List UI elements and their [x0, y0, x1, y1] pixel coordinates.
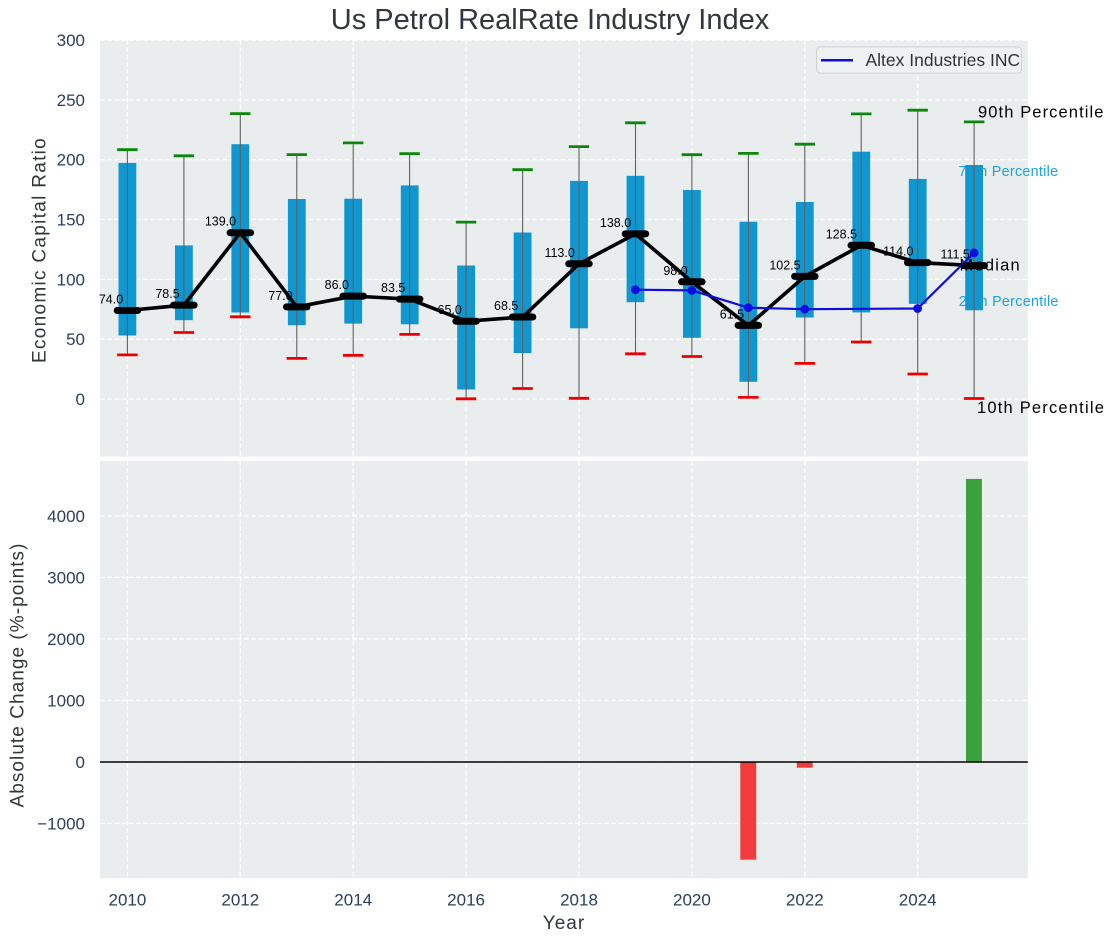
svg-text:68.5: 68.5	[494, 299, 518, 313]
svg-text:2014: 2014	[334, 890, 372, 909]
svg-text:139.0: 139.0	[205, 215, 236, 229]
svg-text:77.0: 77.0	[268, 289, 292, 303]
svg-text:2012: 2012	[221, 890, 259, 909]
svg-text:2010: 2010	[108, 890, 146, 909]
svg-text:300: 300	[57, 31, 85, 50]
svg-text:75th Percentile: 75th Percentile	[959, 164, 1059, 180]
svg-text:74.0: 74.0	[99, 293, 123, 307]
svg-text:Us Petrol RealRate Industry In: Us Petrol RealRate Industry Index	[331, 4, 770, 36]
svg-text:61.5: 61.5	[720, 307, 744, 321]
svg-text:10th Percentile: 10th Percentile	[977, 399, 1105, 417]
svg-text:150: 150	[57, 211, 85, 230]
svg-text:0: 0	[76, 753, 85, 772]
svg-text:Economic Capital Ratio: Economic Capital Ratio	[30, 137, 51, 363]
svg-text:−1000: −1000	[37, 814, 85, 833]
svg-text:250: 250	[57, 91, 85, 110]
svg-text:2018: 2018	[560, 890, 598, 909]
svg-text:Median: Median	[960, 257, 1021, 275]
svg-text:4000: 4000	[47, 507, 85, 526]
svg-text:102.5: 102.5	[769, 258, 800, 272]
svg-text:2022: 2022	[786, 890, 824, 909]
svg-text:Year: Year	[543, 913, 585, 934]
svg-text:Absolute Change (%-points): Absolute Change (%-points)	[8, 543, 29, 808]
svg-text:2020: 2020	[673, 890, 711, 909]
svg-text:114.0: 114.0	[883, 245, 913, 259]
svg-text:98.0: 98.0	[663, 264, 687, 278]
svg-text:50: 50	[66, 330, 85, 349]
svg-text:90th Percentile: 90th Percentile	[978, 103, 1105, 121]
svg-text:Altex Industries INC: Altex Industries INC	[866, 50, 1021, 70]
svg-text:200: 200	[57, 151, 85, 170]
svg-text:86.0: 86.0	[325, 278, 349, 292]
svg-text:0: 0	[76, 390, 85, 409]
svg-text:2000: 2000	[47, 630, 85, 649]
svg-text:2016: 2016	[447, 890, 485, 909]
svg-text:2024: 2024	[899, 890, 937, 909]
svg-text:83.5: 83.5	[381, 281, 405, 295]
svg-text:138.0: 138.0	[600, 216, 631, 230]
svg-text:1000: 1000	[47, 691, 85, 710]
svg-text:25th Percentile: 25th Percentile	[959, 294, 1059, 310]
svg-text:128.5: 128.5	[826, 227, 857, 241]
svg-text:3000: 3000	[47, 568, 85, 587]
svg-text:78.5: 78.5	[155, 287, 179, 301]
svg-text:111.5: 111.5	[940, 248, 969, 262]
svg-text:113.0: 113.0	[544, 246, 574, 260]
svg-text:65.0: 65.0	[438, 303, 462, 317]
svg-text:100: 100	[57, 270, 85, 289]
